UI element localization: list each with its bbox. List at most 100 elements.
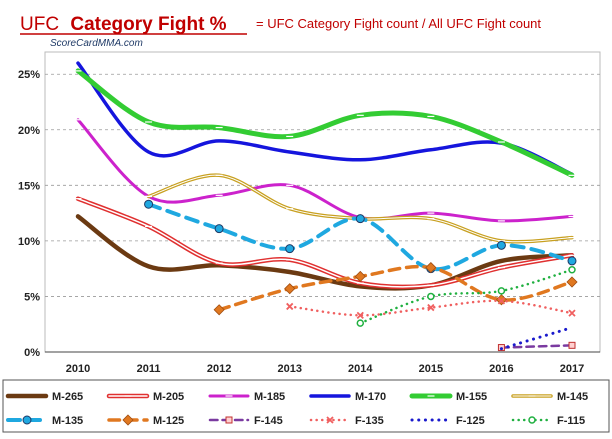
legend-item-m-135: M-135 bbox=[6, 415, 83, 427]
x-tick-label: 2016 bbox=[489, 363, 513, 375]
x-tick-label: 2015 bbox=[419, 363, 443, 375]
data-point bbox=[289, 151, 291, 153]
legend-label-m-135: M-135 bbox=[52, 415, 83, 427]
data-point bbox=[500, 260, 502, 262]
data-point-marker bbox=[355, 214, 365, 224]
legend-label-m-170: M-170 bbox=[355, 391, 386, 403]
series-m-205 bbox=[74, 196, 576, 290]
y-tick-label: 0% bbox=[24, 347, 40, 359]
legend-item-m-185: M-185 bbox=[208, 391, 285, 403]
data-point bbox=[77, 215, 79, 217]
y-tick-label: 25% bbox=[18, 69, 40, 81]
legend-label-f-135: F-135 bbox=[355, 415, 384, 427]
data-point bbox=[77, 62, 79, 64]
series-line-f-115 bbox=[359, 268, 574, 325]
chart-header: UFC Category Fight % = UFC Category Figh… bbox=[20, 14, 541, 49]
data-point-marker bbox=[326, 416, 334, 424]
legend-box bbox=[2, 379, 610, 433]
series-m-265 bbox=[75, 214, 575, 291]
chart-title-prefix: UFC bbox=[20, 14, 59, 35]
data-point bbox=[147, 151, 149, 153]
y-tick-label: 10% bbox=[18, 236, 40, 248]
site-credit: ScoreCardMMA.com bbox=[50, 38, 143, 49]
chart-title: UFC Category Fight % bbox=[20, 14, 227, 35]
series-m-155 bbox=[74, 68, 576, 178]
series-line-m-125 bbox=[217, 264, 574, 312]
legend-item-m-205: M-205 bbox=[106, 391, 184, 403]
data-point bbox=[26, 395, 28, 397]
legend-label-m-125: M-125 bbox=[153, 415, 184, 427]
series-m-170 bbox=[76, 61, 574, 176]
data-point-marker bbox=[497, 287, 506, 295]
data-point-marker bbox=[225, 416, 233, 424]
legend-label-f-115: F-115 bbox=[557, 415, 585, 427]
axes: 0% 5% 10% 15% 20% 25% 2010 2011 2012 2013 2014 2015… bbox=[18, 69, 600, 375]
chart-title-bold: Category Fight % bbox=[70, 14, 226, 35]
data-point-marker bbox=[568, 266, 576, 274]
gridlines bbox=[44, 51, 601, 353]
legend-label-m-145: M-145 bbox=[557, 391, 588, 403]
legend: M-265 M-205 M-185 M-170 M-155 M-145 M-135 M-125… bbox=[2, 379, 610, 433]
data-point-marker bbox=[568, 341, 576, 349]
legend-label-m-155: M-155 bbox=[456, 391, 487, 403]
data-point-marker bbox=[356, 311, 364, 319]
plot-area bbox=[44, 51, 601, 353]
series-line-m-170 bbox=[76, 61, 574, 176]
legend-label-m-205: M-205 bbox=[153, 391, 184, 403]
chart-subtitle: = UFC Category Fight count / All UFC Fig… bbox=[256, 16, 541, 31]
legend-item-m-155: M-155 bbox=[409, 391, 487, 403]
data-point bbox=[329, 395, 331, 397]
x-tick-label: 2011 bbox=[137, 363, 161, 375]
data-point-marker bbox=[427, 303, 435, 312]
series-f-115 bbox=[356, 266, 576, 327]
data-point-marker bbox=[528, 416, 536, 424]
data-point bbox=[218, 140, 220, 142]
legend-item-m-145: M-145 bbox=[511, 391, 588, 403]
data-point-marker bbox=[284, 283, 296, 295]
y-tick-label: 5% bbox=[24, 291, 40, 303]
data-point-marker bbox=[286, 302, 294, 311]
legend-item-f-135: F-135 bbox=[309, 415, 384, 427]
data-point-marker bbox=[567, 256, 577, 266]
legend-label-m-265: M-265 bbox=[52, 391, 83, 403]
data-point-marker bbox=[214, 224, 224, 234]
x-tick-label: 2017 bbox=[560, 363, 584, 375]
data-point-marker bbox=[496, 240, 506, 250]
x-tick-label: 2012 bbox=[207, 363, 231, 375]
x-tick-label: 2013 bbox=[277, 363, 301, 375]
data-point-marker bbox=[497, 297, 506, 305]
data-point bbox=[500, 347, 502, 349]
legend-item-f-125: F-125 bbox=[410, 415, 485, 427]
y-tick-label: 15% bbox=[18, 180, 40, 192]
x-tick-label: 2014 bbox=[348, 363, 373, 375]
data-point-marker bbox=[213, 304, 225, 316]
data-point bbox=[430, 149, 432, 151]
data-point bbox=[359, 285, 361, 287]
data-point-marker bbox=[122, 414, 134, 426]
data-point-marker bbox=[144, 199, 154, 209]
series-line-m-205-inner bbox=[77, 197, 573, 288]
legend-item-m-125: M-125 bbox=[107, 414, 184, 427]
series-f-135 bbox=[286, 297, 576, 319]
data-point-marker bbox=[425, 261, 437, 274]
x-tick-label: 2010 bbox=[66, 363, 90, 375]
data-point bbox=[571, 326, 573, 328]
data-point-marker bbox=[285, 244, 295, 254]
series-layer bbox=[74, 61, 578, 352]
data-point-marker bbox=[427, 292, 435, 301]
series-line-m-265 bbox=[75, 214, 575, 291]
data-point-marker bbox=[354, 270, 366, 283]
data-point bbox=[147, 265, 149, 267]
data-point bbox=[359, 159, 361, 161]
legend-label-f-125: F-125 bbox=[456, 415, 485, 427]
data-point-marker bbox=[22, 415, 32, 425]
series-line-f-135 bbox=[288, 299, 574, 317]
legend-item-m-170: M-170 bbox=[309, 391, 386, 403]
legend-item-f-115: F-115 bbox=[511, 415, 585, 427]
legend-label-f-145: F-145 bbox=[254, 415, 283, 427]
legend-item-m-265: M-265 bbox=[5, 391, 83, 403]
data-point bbox=[430, 419, 432, 421]
y-tick-label: 20% bbox=[18, 125, 40, 137]
